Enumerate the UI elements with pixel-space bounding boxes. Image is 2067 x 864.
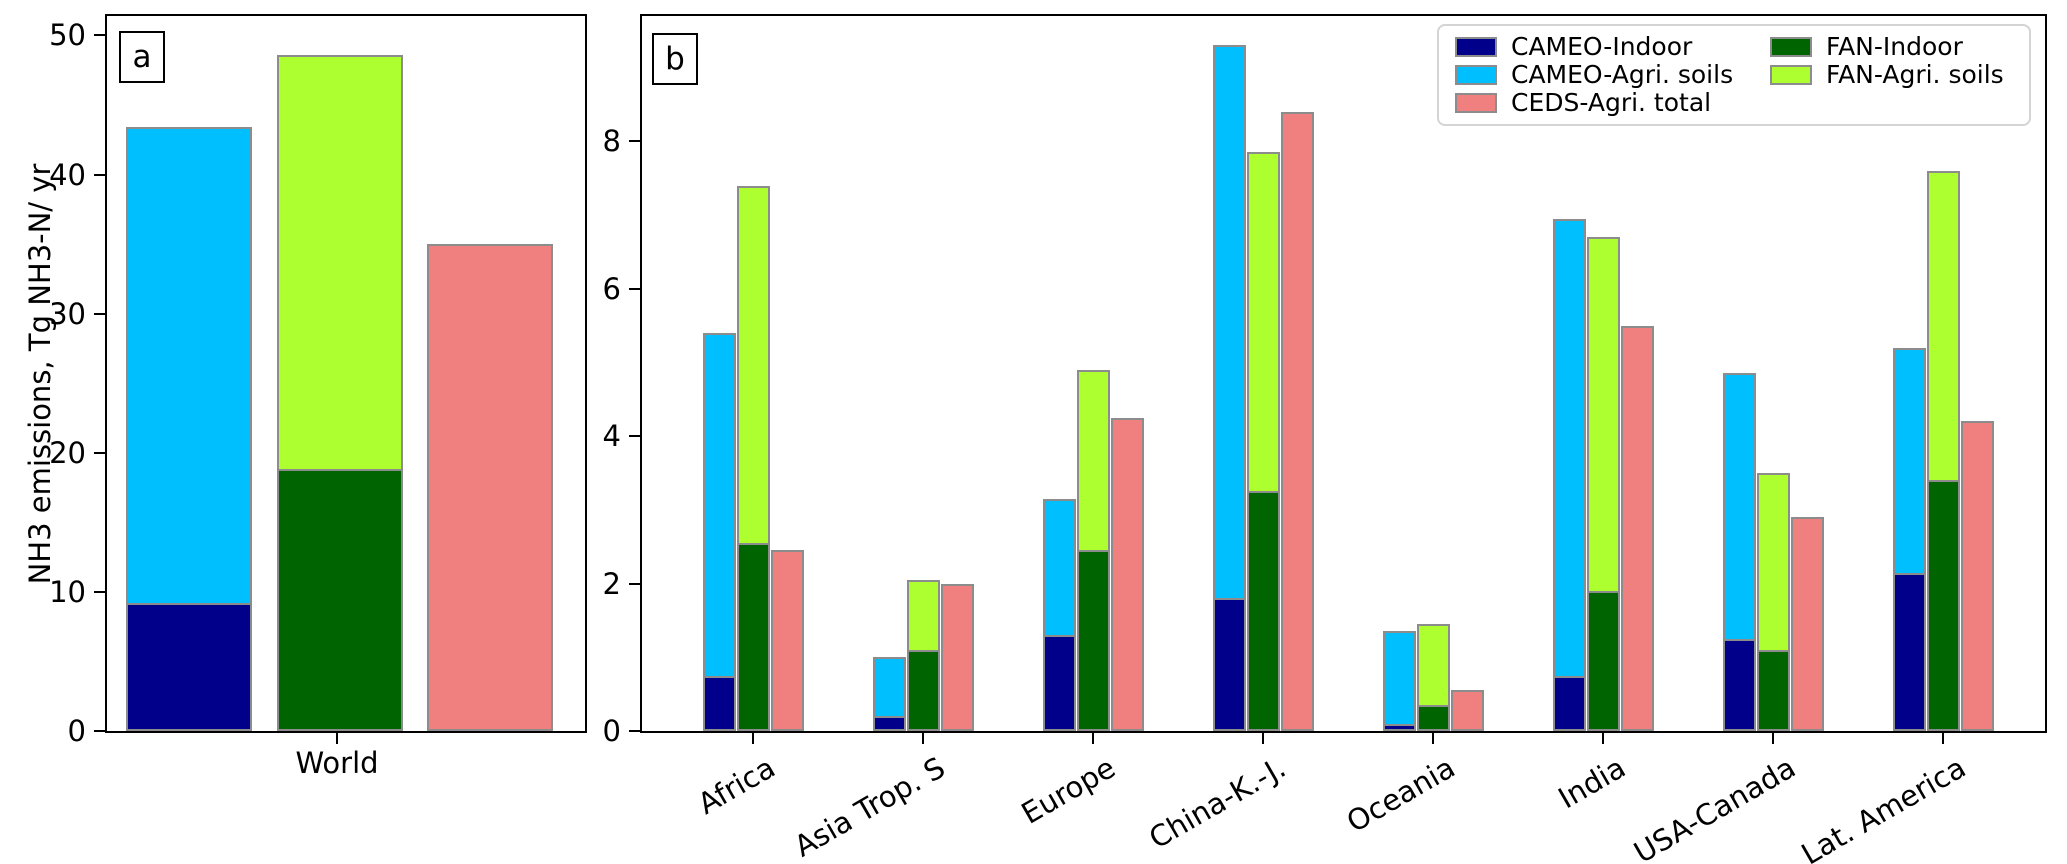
panel-a-letter-box: a [119, 31, 165, 83]
legend: CAMEO-Indoor CAMEO-Agri. soils CEDS-Agri… [1437, 24, 2031, 126]
bar-fan-indoor-Lat. America [1927, 480, 1960, 731]
y-tick-mark [629, 435, 640, 438]
legend-label: CEDS-Agri. total [1511, 88, 1712, 117]
x-tick-label: Africa [692, 750, 781, 822]
legend-item: CAMEO-Indoor [1455, 33, 1770, 61]
bar-ceds-agri-total-Oceania [1451, 690, 1484, 731]
x-tick-mark [1262, 733, 1264, 744]
legend-label: FAN-Indoor [1826, 32, 1963, 61]
x-tick-label: China-K.-J. [1142, 750, 1291, 856]
y-tick-label: 0 [67, 714, 86, 748]
bar-ceds-agri-total-USA-Canada [1791, 517, 1824, 731]
y-tick-label: 8 [602, 124, 621, 159]
y-tick-label: 6 [602, 271, 621, 306]
x-tick-mark [1942, 733, 1944, 744]
y-tick-mark [629, 582, 640, 585]
bar-cameo-indoor-Oceania [1383, 724, 1416, 731]
bar-fan-indoor-Africa [737, 543, 770, 731]
legend-item: CEDS-Agri. total [1455, 89, 1770, 117]
legend-label: FAN-Agri. soils [1826, 60, 2004, 89]
x-tick-mark [1772, 733, 1774, 744]
bar-ceds-agri-total-Africa [771, 550, 804, 731]
x-tick-label: Lat. America [1795, 750, 1971, 864]
legend-item: FAN-Agri. soils [1770, 61, 2004, 89]
legend-column-1: CAMEO-Indoor CAMEO-Agri. soils CEDS-Agri… [1455, 33, 1770, 117]
bar-fan-indoor-Europe [1077, 550, 1110, 731]
y-tick-mark [629, 140, 640, 143]
y-tick-label: 0 [602, 714, 621, 748]
bar-fan-indoor-China-K.-J. [1247, 491, 1280, 731]
panel-b-letter: b [665, 41, 685, 77]
legend-item: CAMEO-Agri. soils [1455, 61, 1770, 89]
x-tick-mark [922, 733, 924, 744]
bar-fan-indoor-USA-Canada [1757, 650, 1790, 731]
bar-cameo-indoor-Africa [703, 676, 736, 731]
bar-cameo-agri-soils-India [1553, 219, 1586, 731]
x-tick-label: World [295, 746, 379, 780]
x-tick-mark [1092, 733, 1094, 744]
y-tick-label: 2 [602, 566, 621, 601]
y-tick-mark [94, 590, 105, 593]
x-tick-mark [1432, 733, 1434, 744]
legend-swatch-cameo-indoor [1455, 37, 1497, 57]
bar-cameo-indoor-Asia Trop. S [873, 716, 906, 731]
bar-fan-indoor-World [277, 469, 403, 731]
x-tick-label: Asia Trop. S [788, 750, 951, 864]
x-tick-mark [336, 733, 338, 744]
panel-a-letter: a [132, 39, 152, 75]
bar-ceds-agri-total-Asia Trop. S [941, 584, 974, 731]
bar-cameo-agri-soils-Africa [703, 333, 736, 731]
legend-swatch-fan-indoor [1770, 37, 1812, 57]
legend-label: CAMEO-Indoor [1511, 32, 1693, 61]
bar-ceds-agri-total-World [427, 244, 553, 731]
x-tick-label: USA-Canada [1627, 750, 1801, 864]
bar-cameo-indoor-Europe [1043, 635, 1076, 731]
x-tick-mark [752, 733, 754, 744]
y-tick-mark [94, 173, 105, 176]
bar-cameo-indoor-USA-Canada [1723, 639, 1756, 731]
bar-ceds-agri-total-China-K.-J. [1281, 112, 1314, 731]
legend-swatch-ceds-total [1455, 93, 1497, 113]
bar-cameo-indoor-India [1553, 676, 1586, 731]
bar-ceds-agri-total-Lat. America [1961, 421, 1994, 731]
y-tick-label: 50 [49, 18, 86, 53]
x-tick-mark [1602, 733, 1604, 744]
y-tick-mark [94, 451, 105, 454]
legend-swatch-fan-soils [1770, 65, 1812, 85]
legend-item: FAN-Indoor [1770, 33, 2004, 61]
y-tick-label: 10 [49, 574, 86, 609]
y-tick-label: 30 [49, 296, 86, 331]
panel-b-letter-box: b [652, 33, 698, 85]
legend-column-2: FAN-Indoor FAN-Agri. soils [1770, 33, 2004, 89]
x-tick-label: India [1552, 750, 1631, 816]
bar-ceds-agri-total-India [1621, 326, 1654, 731]
bar-ceds-agri-total-Europe [1111, 418, 1144, 731]
bar-fan-indoor-India [1587, 591, 1620, 731]
y-tick-label: 4 [602, 419, 621, 454]
legend-label: CAMEO-Agri. soils [1511, 60, 1734, 89]
bar-cameo-agri-soils-Oceania [1383, 631, 1416, 731]
x-tick-label: Oceania [1341, 750, 1461, 840]
y-tick-mark [94, 312, 105, 315]
y-tick-mark [629, 287, 640, 290]
bar-cameo-indoor-Lat. America [1893, 573, 1926, 731]
y-tick-mark [94, 730, 105, 732]
legend-swatch-cameo-soils [1455, 65, 1497, 85]
bar-cameo-indoor-World [126, 603, 252, 731]
y-axis-label: NH3 emissions, Tg NH3-N/ yr [23, 163, 57, 585]
y-tick-mark [629, 730, 640, 732]
x-tick-label: Europe [1015, 750, 1121, 831]
bar-cameo-indoor-China-K.-J. [1213, 598, 1246, 731]
bar-fan-indoor-Asia Trop. S [907, 650, 940, 731]
y-tick-label: 20 [49, 435, 86, 470]
bar-fan-indoor-Oceania [1417, 705, 1450, 731]
y-tick-label: 40 [49, 157, 86, 192]
y-tick-mark [94, 34, 105, 37]
